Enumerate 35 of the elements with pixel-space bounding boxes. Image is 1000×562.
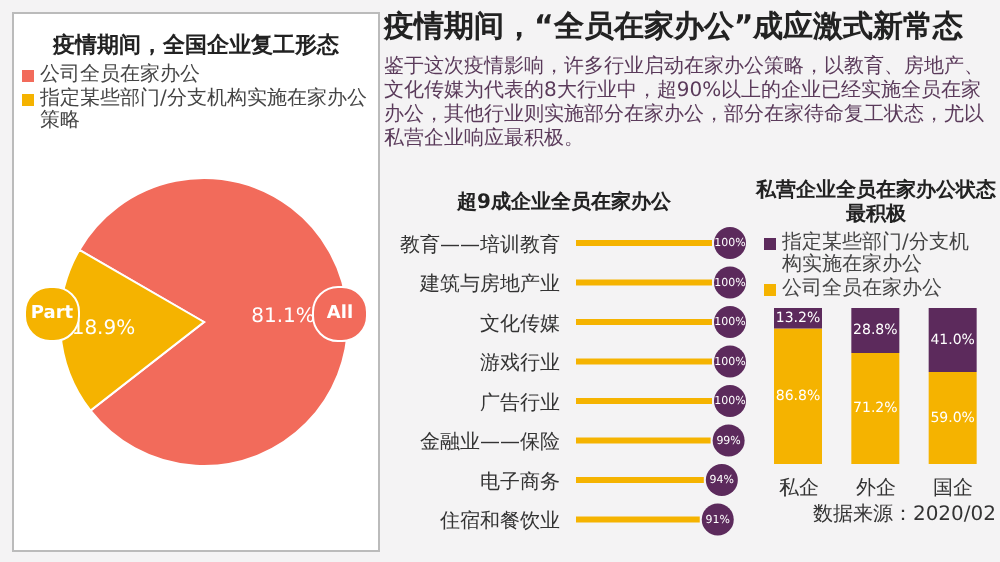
y-tick-label: 金融业——保险 bbox=[420, 430, 560, 455]
bar bbox=[928, 371, 977, 464]
bar bbox=[576, 319, 712, 325]
bar bbox=[576, 358, 712, 365]
data-label: 81.1% bbox=[251, 305, 315, 328]
bar bbox=[576, 437, 711, 444]
legend-label: 公司全员在家办公 bbox=[782, 278, 942, 300]
legend-label: 公司全员在家办公 bbox=[40, 64, 200, 86]
bar bbox=[576, 240, 712, 246]
y-tick-label: 广告行业 bbox=[480, 390, 560, 415]
text: 疫情期间，“全员在家办公”成应激式新常态 bbox=[384, 8, 966, 46]
y-tick-label: 电子商务 bbox=[480, 469, 560, 494]
chart-title: 超9成企业全员在家办公 bbox=[455, 188, 673, 216]
chart-title: 疫情期间，全国企业复工形态 bbox=[50, 30, 341, 60]
bar bbox=[576, 516, 700, 523]
bar bbox=[851, 352, 900, 464]
x-tick-label: 国企 bbox=[933, 476, 974, 501]
bar bbox=[576, 279, 712, 286]
chart-title: 私营企业全员在家办公状态最积极 bbox=[756, 180, 996, 228]
bar bbox=[774, 328, 822, 464]
bar bbox=[576, 398, 712, 404]
y-tick-label: 建筑与房地产业 bbox=[418, 272, 560, 297]
bar bbox=[576, 477, 704, 483]
text: 鉴于这次疫情影响，许多行业启动在家办公策略，以教育、房地产、文化传媒为代表的8大行业中，超90%以上的企业已经实施全员在家办公，其他行业则实施部分在家办公，部分在家待命复工状态，尤以私营企业响应最积极。 bbox=[384, 56, 984, 152]
y-tick-label: 住宿和餐饮业 bbox=[440, 509, 560, 534]
y-tick-label: 文化传媒 bbox=[480, 311, 560, 336]
text: All bbox=[312, 286, 368, 342]
x-tick-label: 外企 bbox=[856, 476, 896, 501]
bar bbox=[928, 308, 977, 372]
legend-label: 指定某些部门/分支机构实施在家办公策略 bbox=[40, 88, 369, 132]
y-tick-label: 教育——培训教育 bbox=[400, 232, 560, 257]
x-tick-label: 私企 bbox=[778, 476, 819, 501]
y-tick-label: 游戏行业 bbox=[480, 351, 560, 376]
source-note: 数据来源：2020/02 bbox=[810, 504, 996, 528]
legend-label: 指定某些部门/分支机构实施在家办公 bbox=[782, 232, 971, 276]
